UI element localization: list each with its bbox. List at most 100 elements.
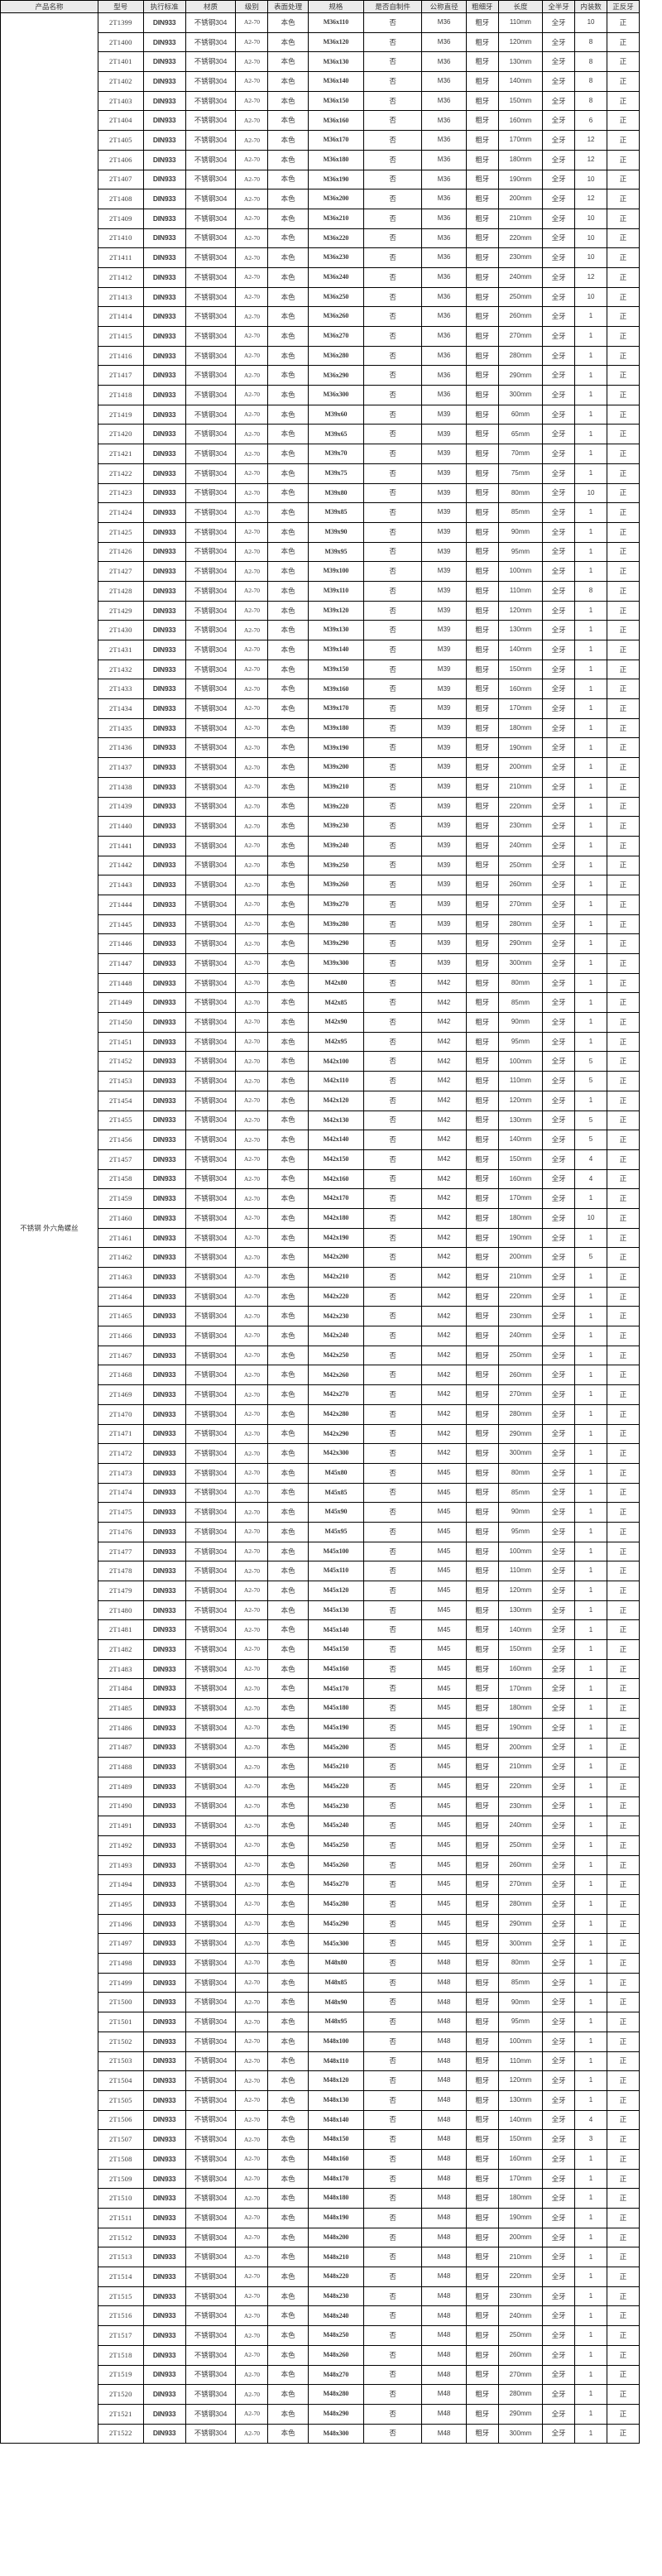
table-row[interactable]: 2T1468 DIN933 不锈钢304 A2-70 本色 M42x260 否 M42 粗牙 26… (1, 1365, 640, 1386)
table-row[interactable]: 2T1505 DIN933 不锈钢304 A2-70 本色 M48x130 否 M48 粗牙 13… (1, 2089, 640, 2111)
table-row[interactable]: 2T1484 DIN933 不锈钢304 A2-70 本色 M45x170 否 M45 粗牙 17… (1, 1678, 640, 1700)
table-row[interactable]: 2T1494 DIN933 不锈钢304 A2-70 本色 M45x270 否 M45 粗牙 27… (1, 1874, 640, 1895)
table-row[interactable]: 2T1412 DIN933 不锈钢304 A2-70 本色 M36x240 否 M36 粗牙 24… (1, 266, 640, 288)
table-row[interactable]: 2T1434 DIN933 不锈钢304 A2-70 本色 M39x170 否 M39 粗牙 17… (1, 698, 640, 719)
table-row[interactable]: 2T1466 DIN933 不锈钢304 A2-70 本色 M42x240 否 M42 粗牙 24… (1, 1326, 640, 1346)
table-row[interactable]: 2T1457 DIN933 不锈钢304 A2-70 本色 M42x150 否 M42 粗牙 15… (1, 1149, 640, 1170)
table-row[interactable]: 2T1446 DIN933 不锈钢304 A2-70 本色 M39x290 否 M39 粗牙 29… (1, 933, 640, 954)
table-row[interactable]: 2T1500 DIN933 不锈钢304 A2-70 本色 M48x90 否 M48 粗牙 90m… (1, 1992, 640, 2013)
table-row[interactable]: 2T1480 DIN933 不锈钢304 A2-70 本色 M45x130 否 M45 粗牙 13… (1, 1600, 640, 1621)
table-row[interactable]: 2T1502 DIN933 不锈钢304 A2-70 本色 M48x100 否 M48 粗牙 10… (1, 2031, 640, 2052)
table-row[interactable]: 2T1463 DIN933 不锈钢304 A2-70 本色 M42x210 否 M42 粗牙 21… (1, 1267, 640, 1288)
table-row[interactable]: 2T1478 DIN933 不锈钢304 A2-70 本色 M45x110 否 M45 粗牙 11… (1, 1561, 640, 1581)
table-row[interactable]: 2T1415 DIN933 不锈钢304 A2-70 本色 M36x270 否 M36 粗牙 27… (1, 326, 640, 347)
table-row[interactable]: 2T1421 DIN933 不锈钢304 A2-70 本色 M39x70 否 M39 粗牙 70m… (1, 444, 640, 464)
table-row[interactable]: 2T1514 DIN933 不锈钢304 A2-70 本色 M48x220 否 M48 粗牙 22… (1, 2267, 640, 2287)
table-row[interactable]: 2T1475 DIN933 不锈钢304 A2-70 本色 M45x90 否 M45 粗牙 90m… (1, 1502, 640, 1523)
table-row[interactable]: 2T1465 DIN933 不锈钢304 A2-70 本色 M42x230 否 M42 粗牙 23… (1, 1306, 640, 1327)
table-row[interactable]: 2T1410 DIN933 不锈钢304 A2-70 本色 M36x220 否 M36 粗牙 22… (1, 228, 640, 249)
table-row[interactable]: 2T1408 DIN933 不锈钢304 A2-70 本色 M36x200 否 M36 粗牙 20… (1, 189, 640, 209)
table-row[interactable]: 2T1476 DIN933 不锈钢304 A2-70 本色 M45x95 否 M45 粗牙 95m… (1, 1521, 640, 1542)
table-row[interactable]: 2T1479 DIN933 不锈钢304 A2-70 本色 M45x120 否 M45 粗牙 12… (1, 1581, 640, 1601)
table-row[interactable]: 2T1414 DIN933 不锈钢304 A2-70 本色 M36x260 否 M36 粗牙 26… (1, 306, 640, 327)
table-row[interactable]: 2T1424 DIN933 不锈钢304 A2-70 本色 M39x85 否 M39 粗牙 85m… (1, 502, 640, 523)
table-row[interactable]: 2T1403 DIN933 不锈钢304 A2-70 本色 M36x150 否 M36 粗牙 15… (1, 90, 640, 112)
table-row[interactable]: 2T1407 DIN933 不锈钢304 A2-70 本色 M36x190 否 M36 粗牙 19… (1, 169, 640, 190)
table-row[interactable]: 2T1449 DIN933 不锈钢304 A2-70 本色 M42x85 否 M42 粗牙 85m… (1, 992, 640, 1014)
table-row[interactable]: 2T1473 DIN933 不锈钢304 A2-70 本色 M45x80 否 M45 粗牙 80m… (1, 1462, 640, 1484)
table-row[interactable]: 2T1435 DIN933 不锈钢304 A2-70 本色 M39x180 否 M39 粗牙 18… (1, 717, 640, 739)
table-row[interactable]: 2T1511 DIN933 不锈钢304 A2-70 本色 M48x190 否 M48 粗牙 19… (1, 2208, 640, 2228)
table-row[interactable]: 2T1488 DIN933 不锈钢304 A2-70 本色 M45x210 否 M45 粗牙 21… (1, 1757, 640, 1777)
table-row[interactable]: 2T1409 DIN933 不锈钢304 A2-70 本色 M36x210 否 M36 粗牙 21… (1, 208, 640, 229)
table-row[interactable]: 2T1458 DIN933 不锈钢304 A2-70 本色 M42x160 否 M42 粗牙 16… (1, 1168, 640, 1190)
table-row[interactable]: 2T1445 DIN933 不锈钢304 A2-70 本色 M39x280 否 M39 粗牙 28… (1, 914, 640, 935)
table-row[interactable]: 2T1464 DIN933 不锈钢304 A2-70 本色 M42x220 否 M42 粗牙 22… (1, 1286, 640, 1307)
table-row[interactable]: 2T1404 DIN933 不锈钢304 A2-70 本色 M36x160 否 M36 粗牙 16… (1, 110, 640, 132)
table-row[interactable]: 2T1491 DIN933 不锈钢304 A2-70 本色 M45x240 否 M45 粗牙 24… (1, 1816, 640, 1836)
table-row[interactable]: 2T1411 DIN933 不锈钢304 A2-70 本色 M36x230 否 M36 粗牙 23… (1, 247, 640, 268)
table-row[interactable]: 2T1470 DIN933 不锈钢304 A2-70 本色 M42x280 否 M42 粗牙 28… (1, 1403, 640, 1425)
table-row[interactable]: 2T1428 DIN933 不锈钢304 A2-70 本色 M39x110 否 M39 粗牙 11… (1, 580, 640, 602)
table-row[interactable]: 2T1472 DIN933 不锈钢304 A2-70 本色 M42x300 否 M42 粗牙 30… (1, 1443, 640, 1464)
table-row[interactable]: 2T1418 DIN933 不锈钢304 A2-70 本色 M36x300 否 M36 粗牙 30… (1, 385, 640, 405)
table-row[interactable]: 2T1459 DIN933 不锈钢304 A2-70 本色 M42x170 否 M42 粗牙 17… (1, 1188, 640, 1209)
table-row[interactable]: 2T1520 DIN933 不锈钢304 A2-70 本色 M48x280 否 M48 粗牙 28… (1, 2384, 640, 2405)
table-row[interactable]: 2T1417 DIN933 不锈钢304 A2-70 本色 M36x290 否 M36 粗牙 29… (1, 365, 640, 386)
table-row[interactable]: 不锈钢 外六角螺丝 2T1399 DIN933 不锈钢304 A2-70 本色 M36x11… (0, 12, 640, 2444)
table-row[interactable]: 2T1450 DIN933 不锈钢304 A2-70 本色 M42x90 否 M42 粗牙 90m… (1, 1012, 640, 1033)
table-row[interactable]: 2T1509 DIN933 不锈钢304 A2-70 本色 M48x170 否 M48 粗牙 17… (1, 2168, 640, 2190)
table-row[interactable]: 2T1501 DIN933 不锈钢304 A2-70 本色 M48x95 否 M48 粗牙 95m… (1, 2012, 640, 2032)
table-row[interactable]: 2T1442 DIN933 不锈钢304 A2-70 本色 M39x250 否 M39 粗牙 25… (1, 855, 640, 876)
table-row[interactable]: 2T1495 DIN933 不锈钢304 A2-70 本色 M45x280 否 M45 粗牙 28… (1, 1894, 640, 1915)
table-row[interactable]: 2T1419 DIN933 不锈钢304 A2-70 本色 M39x60 否 M39 粗牙 60m… (1, 404, 640, 425)
table-row[interactable]: 2T1493 DIN933 不锈钢304 A2-70 本色 M45x260 否 M45 粗牙 26… (1, 1854, 640, 1876)
table-row[interactable]: 2T1483 DIN933 不锈钢304 A2-70 本色 M45x160 否 M45 粗牙 16… (1, 1658, 640, 1680)
table-row[interactable]: 2T1422 DIN933 不锈钢304 A2-70 本色 M39x75 否 M39 粗牙 75m… (1, 463, 640, 484)
table-row[interactable]: 2T1423 DIN933 不锈钢304 A2-70 本色 M39x80 否 M39 粗牙 80m… (1, 482, 640, 504)
table-row[interactable]: 2T1521 DIN933 不锈钢304 A2-70 本色 M48x290 否 M48 粗牙 29… (1, 2403, 640, 2425)
table-row[interactable]: 2T1447 DIN933 不锈钢304 A2-70 本色 M39x300 否 M39 粗牙 30… (1, 953, 640, 974)
table-row[interactable]: 2T1489 DIN933 不锈钢304 A2-70 本色 M45x220 否 M45 粗牙 22… (1, 1776, 640, 1797)
table-row[interactable]: 2T1516 DIN933 不锈钢304 A2-70 本色 M48x240 否 M48 粗牙 24… (1, 2305, 640, 2327)
table-row[interactable]: 2T1420 DIN933 不锈钢304 A2-70 本色 M39x65 否 M39 粗牙 65m… (1, 424, 640, 445)
table-row[interactable]: 2T1519 DIN933 不锈钢304 A2-70 本色 M48x270 否 M48 粗牙 27… (1, 2364, 640, 2386)
table-row[interactable]: 2T1510 DIN933 不锈钢304 A2-70 本色 M48x180 否 M48 粗牙 18… (1, 2188, 640, 2209)
table-row[interactable]: 2T1474 DIN933 不锈钢304 A2-70 本色 M45x85 否 M45 粗牙 85m… (1, 1482, 640, 1504)
table-row[interactable]: 2T1439 DIN933 不锈钢304 A2-70 本色 M39x220 否 M39 粗牙 22… (1, 796, 640, 818)
table-row[interactable]: 2T1492 DIN933 不锈钢304 A2-70 本色 M45x250 否 M45 粗牙 25… (1, 1835, 640, 1856)
table-row[interactable]: 2T1477 DIN933 不锈钢304 A2-70 本色 M45x100 否 M45 粗牙 10… (1, 1541, 640, 1562)
table-row[interactable]: 2T1487 DIN933 不锈钢304 A2-70 本色 M45x200 否 M45 粗牙 20… (1, 1737, 640, 1758)
table-row[interactable]: 2T1453 DIN933 不锈钢304 A2-70 本色 M42x110 否 M42 粗牙 11… (1, 1071, 640, 1091)
table-row[interactable]: 2T1462 DIN933 不锈钢304 A2-70 本色 M42x200 否 M42 粗牙 20… (1, 1247, 640, 1268)
table-row[interactable]: 2T1443 DIN933 不锈钢304 A2-70 本色 M39x260 否 M39 粗牙 26… (1, 875, 640, 895)
table-row[interactable]: 2T1400 DIN933 不锈钢304 A2-70 本色 M36x120 否 M36 粗牙 12… (1, 31, 640, 53)
table-row[interactable]: 2T1440 DIN933 不锈钢304 A2-70 本色 M39x230 否 M39 粗牙 23… (1, 816, 640, 837)
table-row[interactable]: 2T1448 DIN933 不锈钢304 A2-70 本色 M42x80 否 M42 粗牙 80m… (1, 972, 640, 994)
table-row[interactable]: 2T1461 DIN933 不锈钢304 A2-70 本色 M42x190 否 M42 粗牙 19… (1, 1227, 640, 1249)
table-row[interactable]: 2T1406 DIN933 不锈钢304 A2-70 本色 M36x180 否 M36 粗牙 18… (1, 149, 640, 170)
table-row[interactable]: 2T1433 DIN933 不锈钢304 A2-70 本色 M39x160 否 M39 粗牙 16… (1, 679, 640, 700)
table-row[interactable]: 2T1471 DIN933 不锈钢304 A2-70 本色 M42x290 否 M42 粗牙 29… (1, 1423, 640, 1445)
table-row[interactable]: 2T1490 DIN933 不锈钢304 A2-70 本色 M45x230 否 M45 粗牙 23… (1, 1796, 640, 1817)
table-row[interactable]: 2T1513 DIN933 不锈钢304 A2-70 本色 M48x210 否 M48 粗牙 21… (1, 2247, 640, 2268)
table-row[interactable]: 2T1507 DIN933 不锈钢304 A2-70 本色 M48x150 否 M48 粗牙 15… (1, 2129, 640, 2150)
table-row[interactable]: 2T1497 DIN933 不锈钢304 A2-70 本色 M45x300 否 M45 粗牙 30… (1, 1933, 640, 1955)
table-row[interactable]: 2T1481 DIN933 不锈钢304 A2-70 本色 M45x140 否 M45 粗牙 14… (1, 1619, 640, 1641)
table-row[interactable]: 2T1467 DIN933 不锈钢304 A2-70 本色 M42x250 否 M42 粗牙 25… (1, 1345, 640, 1366)
table-row[interactable]: 2T1402 DIN933 不锈钢304 A2-70 本色 M36x140 否 M36 粗牙 14… (1, 71, 640, 92)
table-row[interactable]: 2T1469 DIN933 不锈钢304 A2-70 本色 M42x270 否 M42 粗牙 27… (1, 1384, 640, 1405)
table-row[interactable]: 2T1432 DIN933 不锈钢304 A2-70 本色 M39x150 否 M39 粗牙 15… (1, 659, 640, 680)
table-row[interactable]: 2T1456 DIN933 不锈钢304 A2-70 本色 M42x140 否 M42 粗牙 14… (1, 1130, 640, 1150)
table-row[interactable]: 2T1455 DIN933 不锈钢304 A2-70 本色 M42x130 否 M42 粗牙 13… (1, 1110, 640, 1131)
table-row[interactable]: 2T1413 DIN933 不锈钢304 A2-70 本色 M36x250 否 M36 粗牙 25… (1, 286, 640, 308)
table-row[interactable]: 2T1452 DIN933 不锈钢304 A2-70 本色 M42x100 否 M42 粗牙 10… (1, 1051, 640, 1072)
table-row[interactable]: 2T1427 DIN933 不锈钢304 A2-70 本色 M39x100 否 M39 粗牙 10… (1, 561, 640, 582)
table-row[interactable]: 2T1416 DIN933 不锈钢304 A2-70 本色 M36x280 否 M36 粗牙 28… (1, 345, 640, 367)
table-row[interactable]: 2T1482 DIN933 不锈钢304 A2-70 本色 M45x150 否 M45 粗牙 15… (1, 1639, 640, 1660)
table-row[interactable]: 2T1503 DIN933 不锈钢304 A2-70 本色 M48x110 否 M48 粗牙 11… (1, 2051, 640, 2072)
table-row[interactable]: 2T1460 DIN933 不锈钢304 A2-70 本色 M42x180 否 M42 粗牙 18… (1, 1207, 640, 1229)
table-row[interactable]: 2T1430 DIN933 不锈钢304 A2-70 本色 M39x130 否 M39 粗牙 13… (1, 620, 640, 640)
table-row[interactable]: 2T1429 DIN933 不锈钢304 A2-70 本色 M39x120 否 M39 粗牙 12… (1, 600, 640, 621)
table-row[interactable]: 2T1451 DIN933 不锈钢304 A2-70 本色 M42x95 否 M42 粗牙 95m… (1, 1031, 640, 1053)
